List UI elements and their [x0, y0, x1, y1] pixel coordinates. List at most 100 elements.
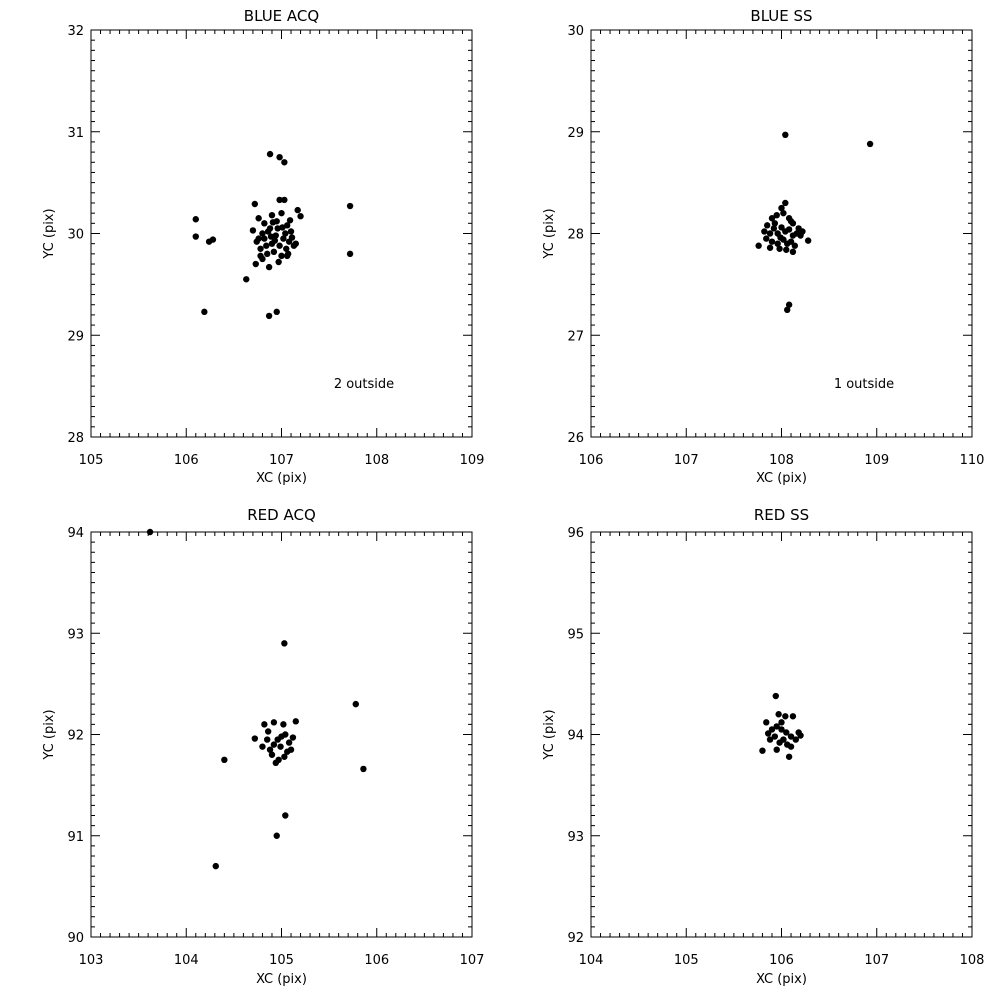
chart-title: RED SS	[754, 506, 809, 524]
data-point	[787, 238, 795, 245]
data-point	[785, 753, 793, 760]
data-point	[783, 729, 790, 736]
data-point	[782, 131, 789, 139]
x-tick-label: 105	[674, 953, 699, 968]
data-point	[360, 765, 367, 773]
data-point	[766, 230, 774, 237]
x-tick-label: 110	[960, 453, 985, 468]
data-point	[759, 747, 766, 754]
data-point	[221, 756, 228, 764]
data-point	[773, 723, 780, 730]
x-tick-label: 106	[579, 453, 604, 468]
chart-title: RED ACQ	[247, 506, 316, 524]
data-point	[775, 711, 782, 718]
data-point	[281, 159, 288, 166]
data-point	[270, 248, 278, 256]
data-point	[783, 246, 790, 253]
data-point	[777, 234, 784, 241]
x-tick-label: 108	[769, 453, 794, 468]
plot-frame	[590, 531, 973, 938]
data-point	[285, 739, 293, 746]
y-tick-label: 94	[567, 729, 584, 744]
data-point	[766, 736, 774, 743]
data-point	[276, 153, 283, 161]
data-point	[261, 220, 268, 227]
data-point	[778, 224, 785, 231]
data-point	[292, 718, 299, 725]
data-point	[297, 213, 304, 220]
data-point	[212, 862, 219, 870]
data-point	[282, 230, 289, 237]
data-point	[768, 726, 776, 733]
chart-title: BLUE SS	[750, 7, 812, 25]
data-point	[866, 140, 874, 148]
y-tick-label: 90	[67, 931, 84, 946]
data-point	[261, 235, 268, 242]
data-point	[771, 733, 779, 740]
data-point	[274, 225, 281, 232]
data-point	[261, 721, 268, 728]
data-point	[793, 230, 800, 237]
data-point	[281, 640, 288, 647]
data-point	[286, 217, 294, 224]
data-point	[255, 235, 262, 242]
data-point	[768, 238, 776, 245]
y-tick-label: 91	[67, 830, 84, 845]
data-point	[269, 219, 277, 226]
x-axis-label: XC (pix)	[756, 972, 807, 987]
data-point	[278, 252, 285, 260]
data-point	[755, 242, 762, 249]
data-point	[797, 732, 804, 739]
data-point	[768, 215, 776, 222]
data-point	[778, 719, 785, 726]
data-point	[770, 225, 778, 232]
data-point	[804, 237, 812, 244]
outside-count-annotation: 1 outside	[834, 377, 894, 392]
data-point	[267, 233, 275, 240]
data-point	[284, 748, 291, 755]
data-point	[287, 228, 295, 235]
panel-blue-ss: BLUE SS 106 107 108 109 110 26 27 28 29 30 XC (p…	[542, 7, 984, 486]
x-axis-label: XC (pix)	[756, 471, 807, 486]
data-point	[146, 528, 154, 536]
outside-count-annotation: 2 outside	[334, 377, 394, 392]
data-point	[773, 211, 780, 219]
data-point	[764, 730, 772, 737]
data-point	[243, 276, 250, 283]
data-point	[791, 242, 799, 249]
data-point	[277, 743, 284, 750]
y-tick-label: 94	[67, 526, 84, 541]
data-point	[276, 196, 283, 204]
data-point	[771, 220, 779, 227]
data-point	[275, 258, 282, 266]
data-point	[346, 202, 354, 210]
data-point	[764, 222, 771, 229]
x-tick-label: 103	[79, 953, 104, 968]
data-point	[265, 312, 273, 320]
x-tick-label: 107	[864, 953, 889, 968]
y-axis-label: YC (pix)	[42, 709, 57, 760]
y-axis-label: YC (pix)	[542, 208, 557, 259]
data-point	[266, 150, 274, 158]
data-point	[280, 235, 287, 242]
data-point	[763, 719, 770, 726]
data-point	[281, 196, 288, 204]
data-point	[776, 245, 783, 252]
data-point	[787, 733, 795, 740]
x-tick-label: 108	[960, 953, 985, 968]
plot-frame	[590, 29, 973, 438]
data-point	[266, 746, 274, 753]
data-point	[257, 252, 264, 260]
y-tick-label: 31	[67, 126, 84, 141]
plot-frame	[90, 29, 473, 438]
data-point	[785, 301, 793, 308]
x-tick-label: 109	[864, 453, 889, 468]
data-point	[270, 741, 278, 748]
y-tick-label: 29	[567, 126, 584, 141]
y-tick-label: 96	[567, 526, 584, 541]
data-point	[774, 240, 781, 247]
data-point	[787, 218, 795, 225]
data-point	[782, 713, 789, 720]
data-point	[272, 759, 279, 767]
